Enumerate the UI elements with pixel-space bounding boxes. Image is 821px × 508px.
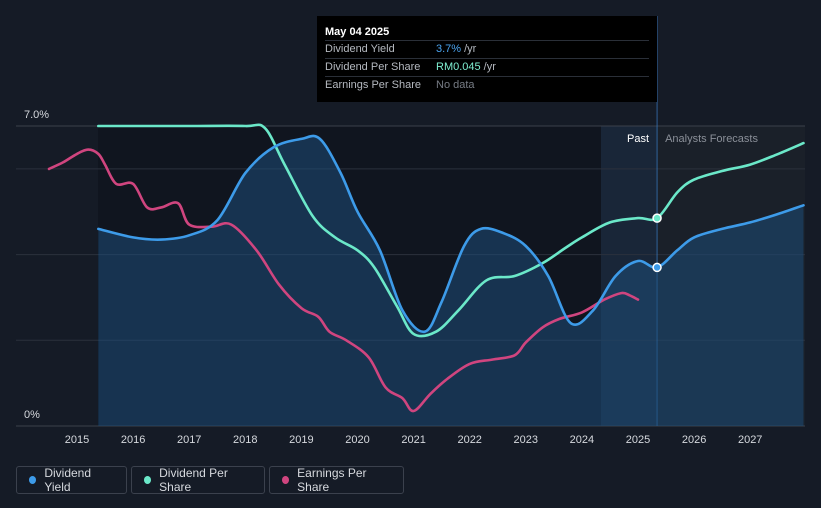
- tooltip-label: Earnings Per Share: [325, 79, 421, 91]
- x-tick-label: 2023: [514, 434, 538, 446]
- x-tick-label: 2020: [345, 434, 369, 446]
- tooltip-row-dividend-yield: Dividend Yield 3.7% /yr: [325, 40, 649, 58]
- legend-item-earnings-per-share[interactable]: Earnings Per Share: [269, 466, 404, 494]
- legend-label: Dividend Yield: [44, 466, 92, 494]
- dividend-per-share-line: [97, 123, 805, 338]
- tooltip-label: Dividend Yield: [325, 43, 395, 55]
- chart-lines: [47, 123, 805, 413]
- tooltip: May 04 2025 Dividend Yield 3.7% /yr Divi…: [317, 16, 657, 102]
- tooltip-unit: /yr: [483, 61, 496, 73]
- x-tick-label: 2019: [289, 434, 313, 446]
- x-tick-label: 2015: [65, 434, 89, 446]
- legend-item-dividend-per-share[interactable]: Dividend Per Share: [131, 466, 265, 494]
- legend-dot-icon: [29, 476, 37, 484]
- earnings-per-share-line: [47, 148, 640, 413]
- tooltip-row-earnings-per-share: Earnings Per Share No data: [325, 76, 649, 94]
- tooltip-row-dividend-per-share: Dividend Per Share RM0.045 /yr: [325, 58, 649, 76]
- x-tick-label: 2021: [401, 434, 425, 446]
- x-tick-label: 2024: [570, 434, 594, 446]
- x-tick-label: 2025: [626, 434, 650, 446]
- x-tick-label: 2027: [738, 434, 762, 446]
- tooltip-date: May 04 2025: [325, 26, 390, 38]
- tooltip-value: RM0.045: [436, 61, 481, 73]
- legend-dot-icon: [144, 476, 152, 484]
- legend-item-dividend-yield[interactable]: Dividend Yield: [16, 466, 127, 494]
- x-tick-label: 2017: [177, 434, 201, 446]
- x-tick-label: 2016: [121, 434, 145, 446]
- tooltip-value: 3.7%: [436, 43, 462, 55]
- chart-markers: [652, 213, 662, 273]
- forecast-region-label: Analysts Forecasts: [665, 133, 758, 145]
- dividend-yield-marker: [652, 262, 662, 273]
- tooltip-label: Dividend Per Share: [325, 61, 421, 73]
- x-tick-label: 2018: [233, 434, 257, 446]
- legend-dot-icon: [282, 476, 290, 484]
- legend-label: Dividend Per Share: [159, 466, 228, 494]
- x-tick-label: 2026: [682, 434, 706, 446]
- dividend-per-share-marker: [652, 213, 662, 223]
- chart-labels: 7.0% 0% 2015 2016 2017 2018 2019 2020 2021 2022 20…: [24, 109, 762, 446]
- dividend-yield-line: [97, 134, 805, 334]
- past-region-label: Past: [627, 133, 649, 145]
- y-tick-label: 7.0%: [24, 109, 49, 121]
- y-tick-label: 0%: [24, 409, 40, 421]
- legend-label: Earnings Per Share: [297, 466, 367, 494]
- x-tick-label: 2022: [457, 434, 481, 446]
- tooltip-unit: /yr: [464, 43, 477, 55]
- tooltip-value: No data: [436, 79, 475, 91]
